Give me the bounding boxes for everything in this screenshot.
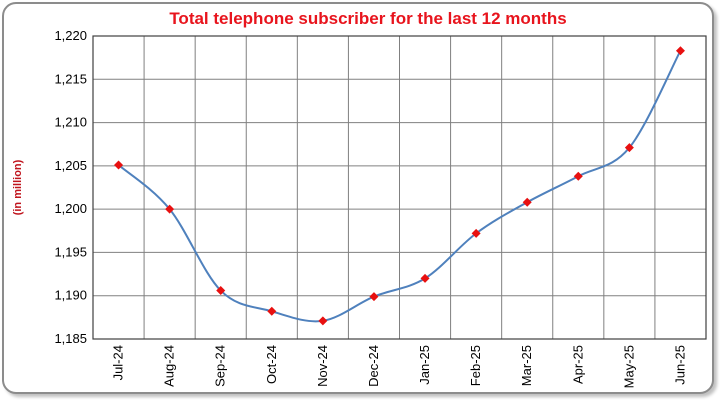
data-point-marker [624, 143, 634, 153]
chart-title: Total telephone subscriber for the last … [169, 9, 566, 28]
y-tick-label: 1,190 [54, 288, 87, 303]
data-point-marker [573, 171, 583, 181]
data-point-marker [165, 204, 175, 214]
data-markers [114, 46, 685, 326]
x-tick-label: May-25 [621, 345, 636, 388]
data-point-marker [420, 273, 430, 283]
data-point-marker [675, 46, 685, 56]
data-point-marker [114, 160, 124, 170]
x-tick-label: Dec-24 [366, 345, 381, 387]
y-tick-label: 1,200 [54, 201, 87, 216]
x-tick-label: Apr-25 [570, 345, 585, 384]
y-tick-label: 1,185 [54, 331, 87, 346]
x-tick-label: Aug-24 [162, 345, 177, 387]
chart-frame [2, 2, 714, 394]
data-point-marker [522, 197, 532, 207]
y-axis-ticks: 1,185 1,190 1,195 1,200 1,205 1,210 1,215 1,220 [54, 28, 87, 346]
data-point-marker [216, 286, 226, 296]
data-point-marker [318, 316, 328, 326]
series-line [117, 50, 682, 323]
y-tick-label: 1,215 [54, 71, 87, 86]
y-tick-label: 1,195 [54, 244, 87, 259]
plot-border [92, 35, 707, 340]
x-tick-label: Nov-24 [315, 345, 330, 387]
x-tick-label: Feb-25 [468, 345, 483, 386]
data-point-marker [369, 292, 379, 302]
y-axis-label: (in million) [12, 159, 24, 215]
x-tick-label: Sep-24 [213, 345, 228, 387]
y-tick-label: 1,205 [54, 158, 87, 173]
x-axis-ticks: Jul-24 Aug-24 Sep-24 Oct-24 Nov-24 Dec-24 Jan-… [111, 345, 688, 388]
grid [92, 35, 707, 340]
x-tick-label: Jul-24 [111, 345, 126, 380]
y-tick-label: 1,210 [54, 115, 87, 130]
x-tick-label: Jan-25 [417, 345, 432, 385]
data-point-marker [471, 228, 481, 238]
x-tick-label: Mar-25 [519, 345, 534, 386]
data-point-marker [267, 306, 277, 316]
x-tick-label: Oct-24 [264, 345, 279, 384]
x-tick-label: Jun-25 [672, 345, 687, 385]
y-tick-label: 1,220 [54, 28, 87, 43]
